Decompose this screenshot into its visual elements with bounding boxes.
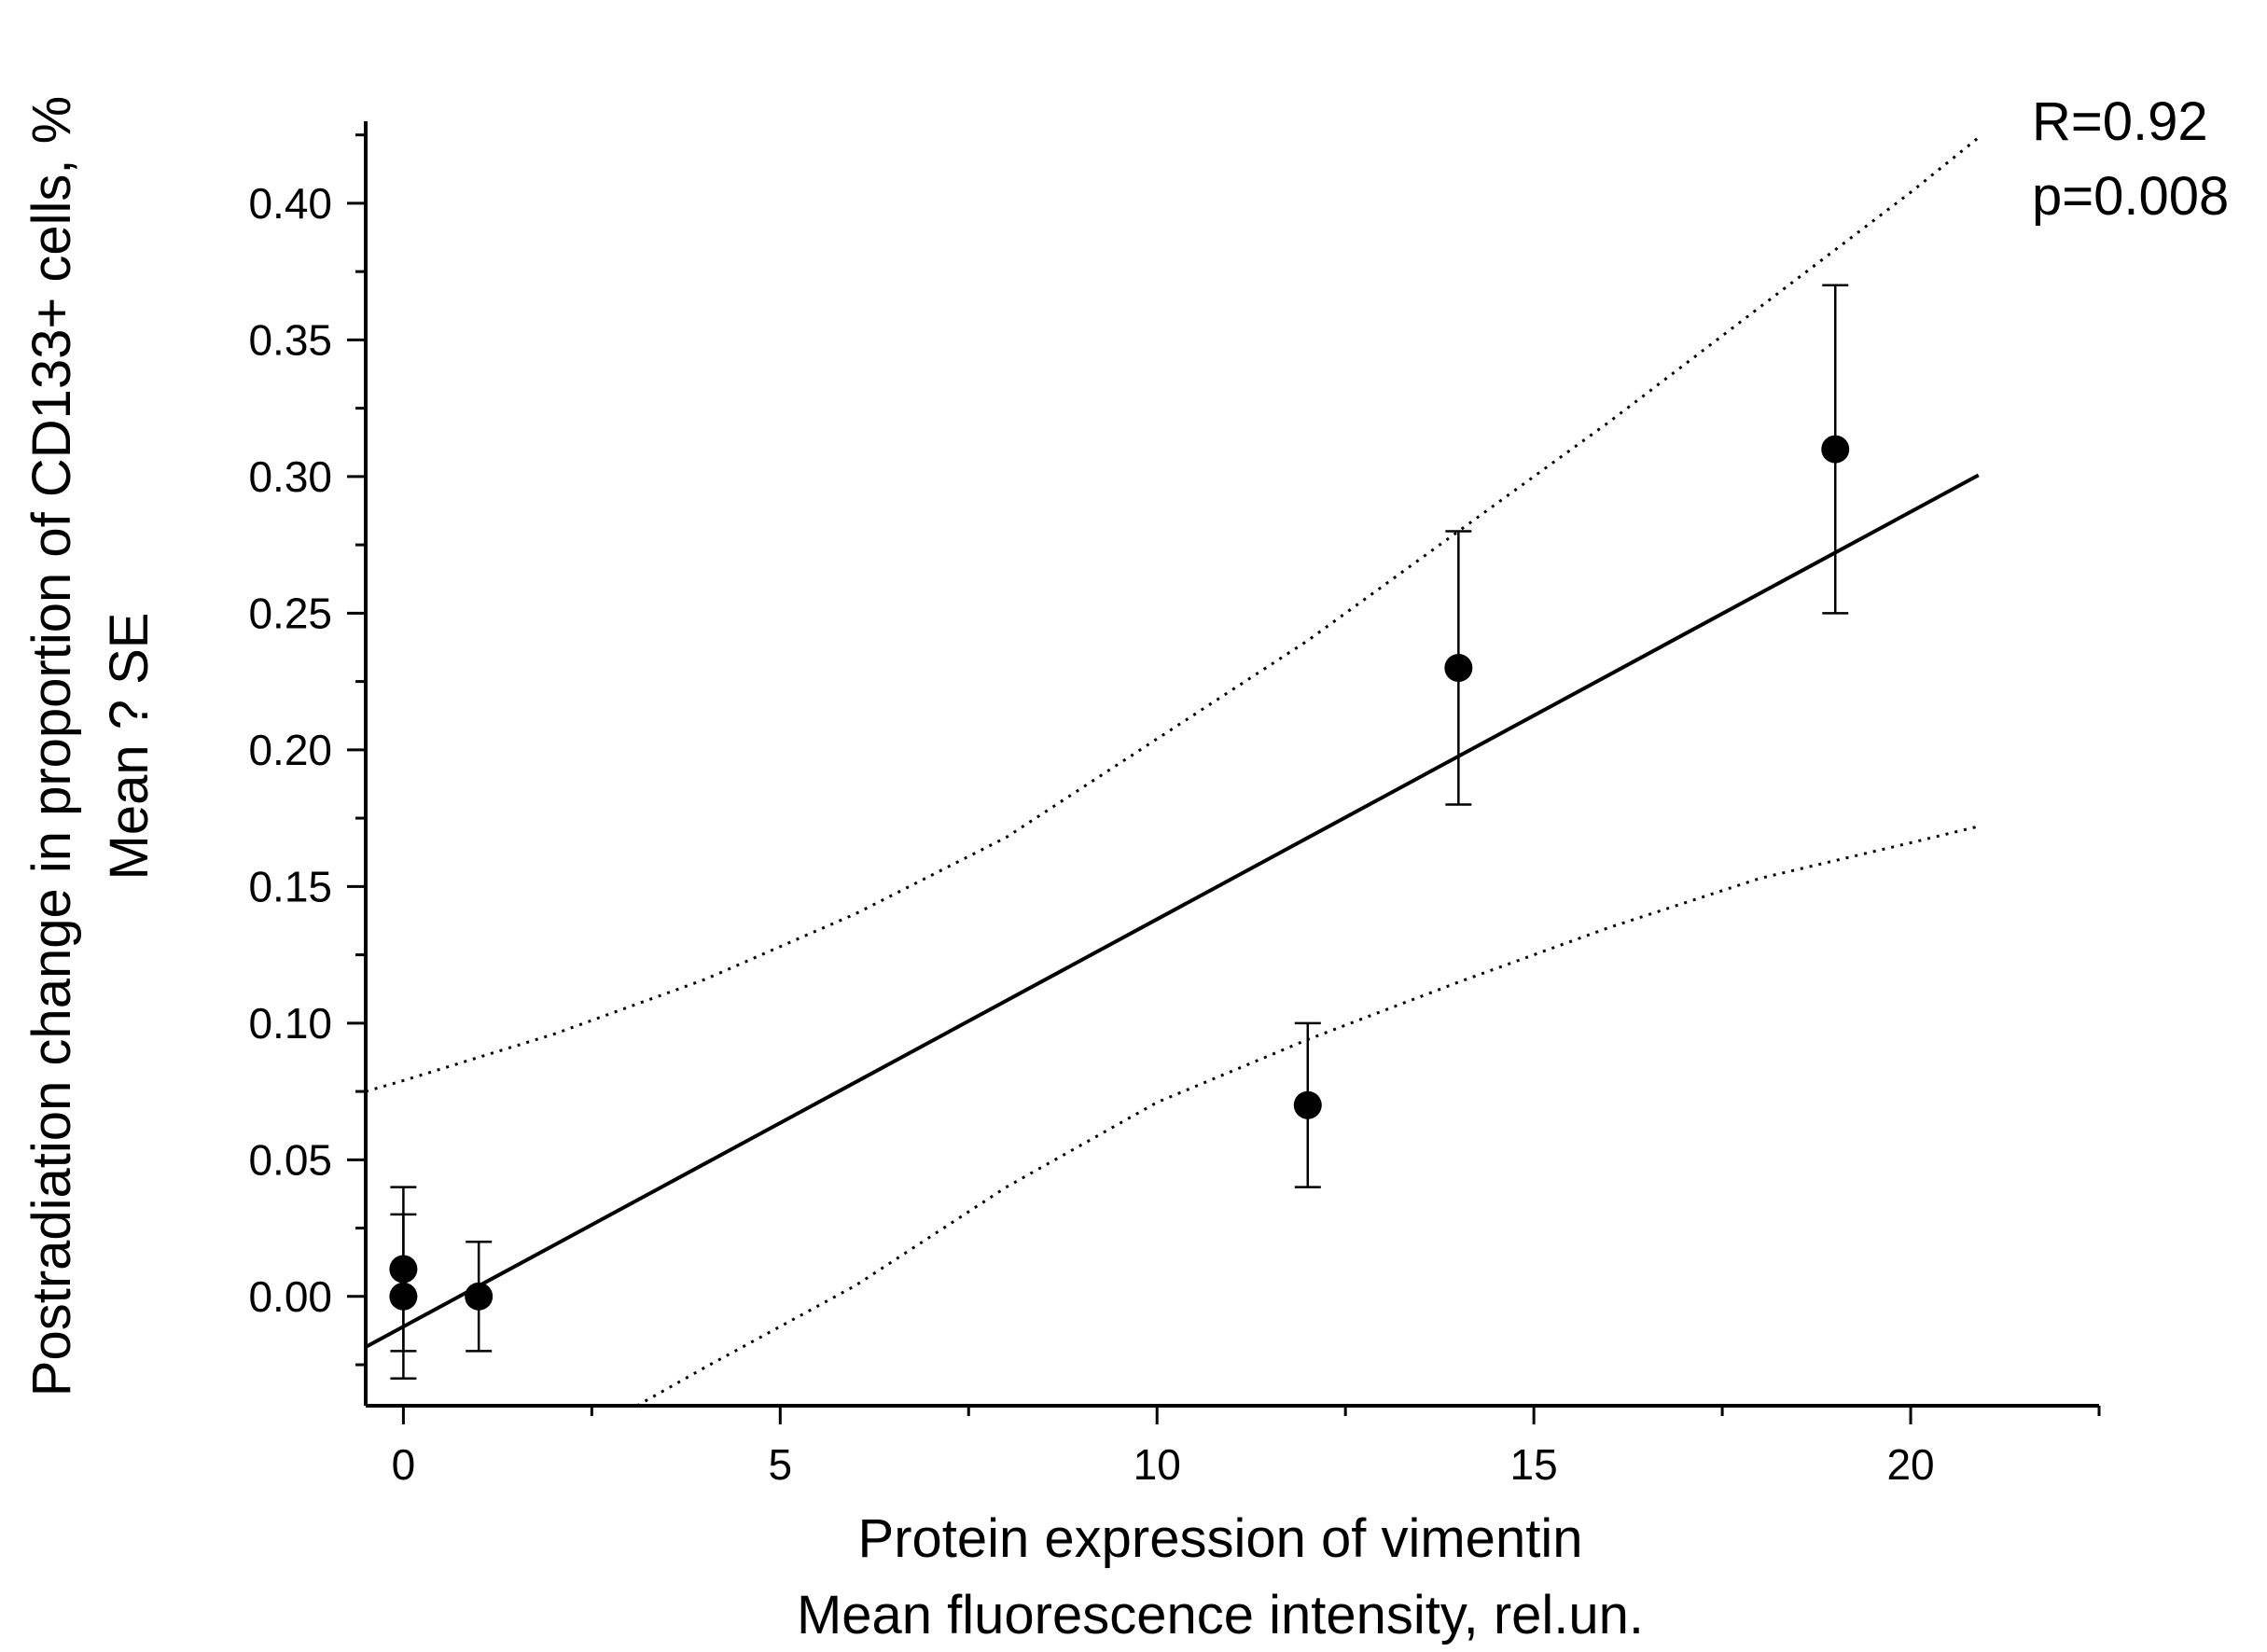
- p-value-annotation: p=0.008: [2032, 166, 2229, 227]
- data-point: [1444, 653, 1473, 682]
- y-tick-label: 0.40: [248, 179, 332, 228]
- data-point: [1821, 435, 1850, 464]
- data-point: [1293, 1090, 1322, 1119]
- y-tick-label: 0.05: [248, 1135, 332, 1184]
- x-tick-label: 0: [392, 1440, 416, 1489]
- data-point: [465, 1282, 494, 1311]
- data-point: [389, 1255, 418, 1284]
- y-axis-title-line-2: Mean ? SE: [99, 613, 160, 881]
- r-value-annotation: R=0.92: [2032, 91, 2208, 152]
- y-tick-label: 0.20: [248, 726, 332, 774]
- x-tick-label: 5: [769, 1440, 793, 1489]
- y-tick-label: 0.15: [248, 862, 332, 910]
- y-axis-title-line-1: Postradiation change in proportion of CD…: [21, 96, 82, 1396]
- data-layer: [365, 136, 1980, 1408]
- x-axis-title-line-2: Mean fluorescence intensity, rel.un.: [797, 1585, 1644, 1645]
- y-tick-label: 0.00: [248, 1272, 332, 1321]
- y-tick-label: 0.30: [248, 452, 332, 501]
- x-tick-label: 10: [1134, 1440, 1181, 1489]
- x-tick-label: 20: [1886, 1440, 1934, 1489]
- regression-line: [365, 473, 1980, 1349]
- axes: 0 5 10 15 20 0.00 0.05 0.10 0.15 0.20 0.25 0.30 0.35…: [248, 121, 2101, 1489]
- upper-confidence-band: [365, 136, 1980, 1093]
- y-tick-label: 0.25: [248, 589, 332, 637]
- x-tick-label: 15: [1510, 1440, 1558, 1489]
- x-axis-title-line-1: Protein expression of vimentin: [858, 1508, 1583, 1569]
- y-tick-label: 0.10: [248, 999, 332, 1048]
- data-point: [389, 1282, 418, 1311]
- y-tick-label: 0.35: [248, 315, 332, 364]
